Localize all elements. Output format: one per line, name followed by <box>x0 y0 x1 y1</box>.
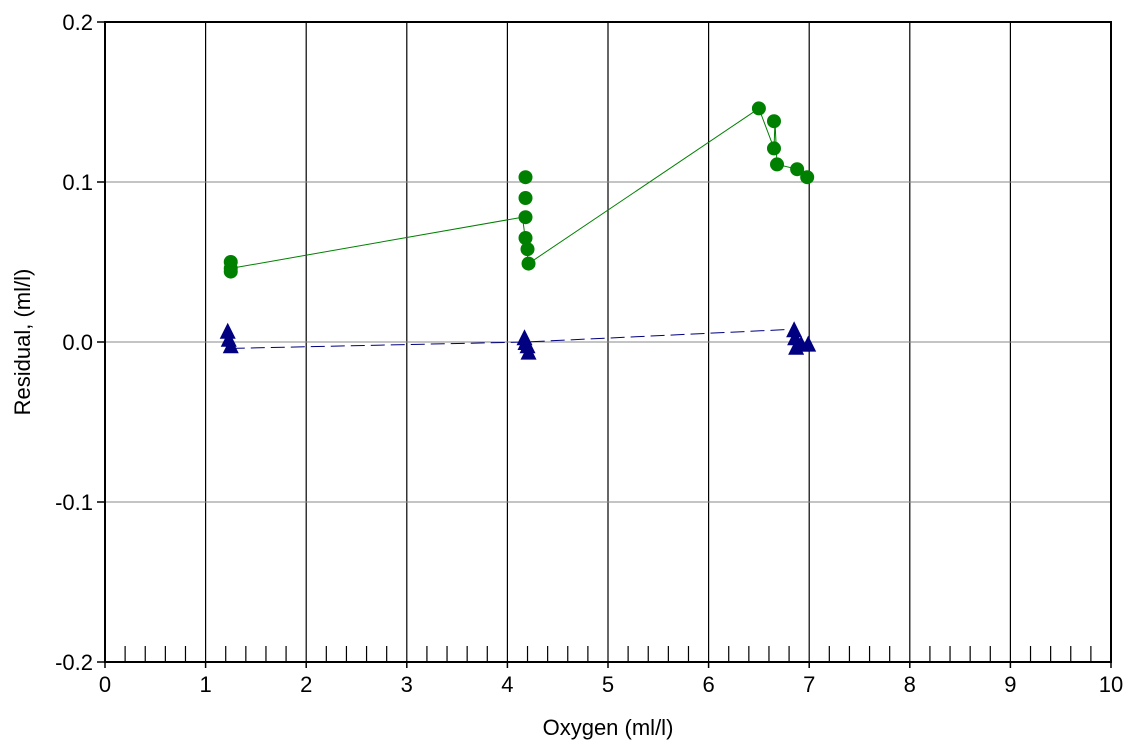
x-tick-label: 9 <box>1004 672 1016 697</box>
series-1-point <box>520 343 537 360</box>
series-0-point <box>518 210 533 225</box>
minor-ticks <box>124 646 1092 662</box>
y-axis-title: Residual, (ml/l) <box>10 269 35 416</box>
x-tick-label: 0 <box>99 672 111 697</box>
series-0-point <box>521 256 536 271</box>
series-1-point <box>786 321 803 338</box>
x-tick-label: 3 <box>401 672 413 697</box>
series-0-point <box>790 162 805 177</box>
x-tick-label: 5 <box>602 672 614 697</box>
x-tick-labels: 0 1 2 3 4 5 6 7 8 9 10 <box>99 662 1123 697</box>
series-1-point <box>800 335 817 352</box>
series-1-point <box>219 322 236 339</box>
x-tick-label: 8 <box>904 672 916 697</box>
x-tick-label: 1 <box>199 672 211 697</box>
y-tick-label: 0.1 <box>62 170 93 195</box>
y-tick-label: -0.2 <box>55 650 93 675</box>
series-0-point <box>518 170 533 185</box>
series-0-point <box>751 101 766 116</box>
x-tick-label: 10 <box>1099 672 1123 697</box>
x-tick-label: 2 <box>300 672 312 697</box>
y-tick-label: 0.0 <box>62 330 93 355</box>
series-0-point <box>770 157 785 172</box>
series-1-point <box>519 337 536 354</box>
x-tick-label: 4 <box>501 672 513 697</box>
x-axis-title: Oxygen (ml/l) <box>543 715 674 740</box>
y-tick-labels: -0.2 -0.1 0.0 0.1 0.2 <box>55 10 105 675</box>
grid <box>105 22 1111 662</box>
series-0-point <box>223 264 238 279</box>
series-0-point <box>518 231 533 245</box>
y-tick-label: 0.2 <box>62 10 93 35</box>
x-tick-label: 7 <box>803 672 815 697</box>
series-0-point <box>518 191 533 205</box>
series-0-point <box>800 170 815 185</box>
series-1-point <box>222 337 239 354</box>
x-tick-label: 6 <box>702 672 714 697</box>
y-tick-label: -0.1 <box>55 490 93 515</box>
series-0-point <box>766 114 781 129</box>
series-0-point <box>520 242 535 257</box>
series-0-point <box>766 141 781 156</box>
series-markers <box>219 101 817 360</box>
